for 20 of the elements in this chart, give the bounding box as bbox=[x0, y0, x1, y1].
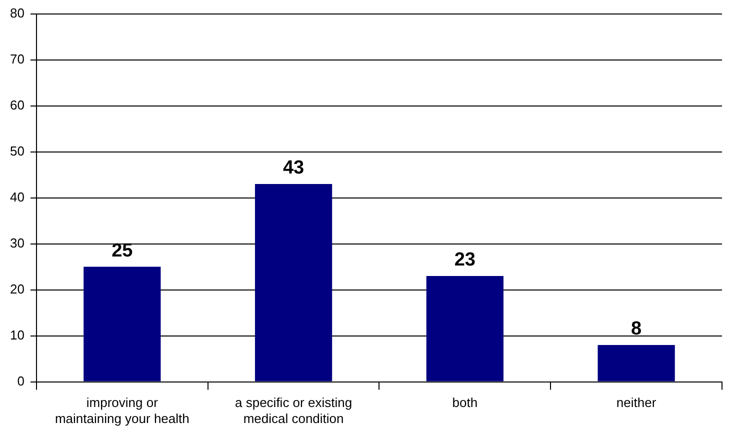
y-tick-label: 10 bbox=[10, 327, 24, 342]
y-tick-label: 40 bbox=[10, 189, 24, 204]
y-tick-label: 60 bbox=[10, 97, 24, 112]
y-tick-label: 80 bbox=[10, 5, 24, 20]
bar bbox=[254, 184, 332, 382]
x-tick-label: a specific or existing medical condition bbox=[235, 395, 352, 426]
y-tick-label: 70 bbox=[10, 51, 24, 66]
bar bbox=[84, 266, 161, 382]
y-tick-label: 30 bbox=[10, 235, 24, 250]
y-tick-label: 50 bbox=[10, 143, 24, 158]
x-tick-label: both bbox=[452, 395, 478, 410]
y-tick-label: 0 bbox=[17, 373, 24, 388]
bar bbox=[598, 345, 675, 382]
data-label: 23 bbox=[454, 250, 476, 271]
data-label: 8 bbox=[631, 318, 642, 340]
bar bbox=[426, 276, 504, 382]
x-tick-label: improving or maintaining your health bbox=[54, 395, 190, 426]
x-tick-label: neither bbox=[616, 395, 657, 410]
data-label: 43 bbox=[282, 158, 304, 179]
y-tick-label: 20 bbox=[10, 281, 24, 296]
